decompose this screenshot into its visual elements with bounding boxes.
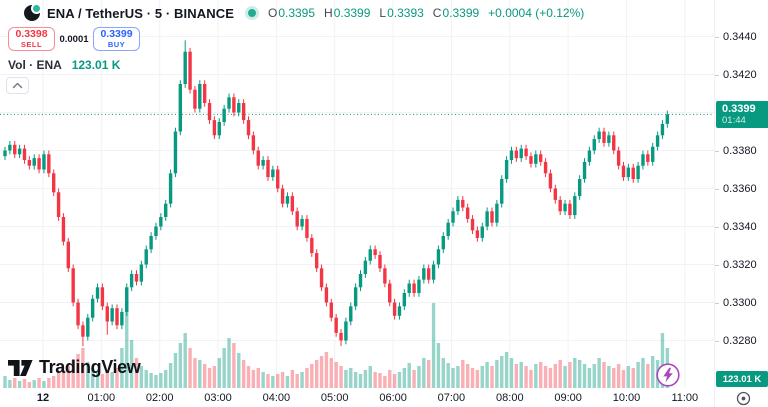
svg-text:02:00: 02:00 bbox=[146, 392, 174, 404]
low-label: L bbox=[379, 6, 387, 20]
sell-button[interactable]: 0.3398 SELL bbox=[8, 27, 55, 51]
price-tick-mark bbox=[715, 188, 719, 190]
candlestick-chart-canvas[interactable]: 12 01:00 02:00 03:00 04:00 05:00 06:00 07:00 08:… bbox=[0, 0, 714, 407]
svg-text:08:00: 08:00 bbox=[496, 392, 524, 404]
price-tick-label: 0.3340 bbox=[723, 220, 757, 233]
high-label: H bbox=[324, 6, 333, 20]
close-label: C bbox=[432, 6, 442, 20]
svg-text:07:00: 07:00 bbox=[438, 392, 466, 404]
svg-text:11:00: 11:00 bbox=[671, 392, 698, 404]
price-axis[interactable]: 0.3440 0.3420 0.3380 0.3360 0.3340 0.3320 0.33… bbox=[714, 0, 768, 407]
svg-text:01:00: 01:00 bbox=[88, 392, 116, 404]
change-value: +0.0004 (+0.12%) bbox=[488, 6, 585, 20]
tradingview-watermark[interactable]: TradingView bbox=[7, 357, 141, 378]
spread-value: 0.0001 bbox=[59, 33, 89, 45]
tradingview-logo-icon bbox=[8, 360, 33, 376]
price-tick-mark bbox=[715, 226, 719, 228]
price-tick-mark bbox=[715, 36, 719, 38]
price-tick-mark bbox=[715, 74, 719, 76]
low-value: 0.3393 bbox=[387, 6, 424, 20]
price-tick-mark bbox=[715, 150, 719, 152]
price-tick-mark bbox=[715, 264, 719, 266]
buy-button[interactable]: 0.3399 BUY bbox=[93, 27, 140, 51]
trade-panel: 0.3398 SELL 0.0001 0.3399 BUY bbox=[8, 27, 140, 51]
chevron-up-icon bbox=[12, 82, 23, 89]
collapse-legend-button[interactable] bbox=[6, 77, 29, 94]
volume-study-value: 123.01 K bbox=[71, 58, 121, 72]
price-tick-label: 0.3320 bbox=[723, 258, 757, 271]
sell-label: SELL bbox=[20, 40, 43, 49]
svg-text:06:00: 06:00 bbox=[379, 392, 407, 404]
tradingview-wordmark: TradingView bbox=[39, 357, 141, 377]
svg-text:05:00: 05:00 bbox=[321, 392, 349, 404]
buy-label: BUY bbox=[107, 40, 126, 49]
svg-text:12: 12 bbox=[37, 392, 49, 404]
axis-settings-gear-icon[interactable] bbox=[735, 390, 752, 407]
price-tick-label: 0.3280 bbox=[723, 334, 757, 347]
open-label: O bbox=[267, 6, 278, 20]
price-tick-mark bbox=[715, 302, 719, 304]
volume-study-label[interactable]: Vol · ENA bbox=[8, 58, 62, 72]
sell-price: 0.3398 bbox=[15, 28, 48, 40]
buy-price: 0.3399 bbox=[100, 28, 133, 40]
symbol-title[interactable]: ENA / TetherUS · 5 · BINANCE bbox=[47, 5, 234, 21]
volume-badge: 123.01 K bbox=[716, 371, 768, 387]
high-value: 0.3399 bbox=[333, 6, 371, 20]
close-value: 0.3399 bbox=[442, 6, 480, 20]
market-status-dot-icon[interactable] bbox=[247, 9, 256, 17]
price-tick-label: 0.3300 bbox=[723, 296, 757, 309]
svg-text:10:00: 10:00 bbox=[613, 392, 641, 404]
bar-countdown: 01:44 bbox=[722, 114, 746, 126]
ena-coin-logo-icon bbox=[24, 3, 42, 21]
open-value: 0.3395 bbox=[278, 6, 316, 20]
svg-text:04:00: 04:00 bbox=[263, 392, 291, 404]
current-price-value: 0.3399 bbox=[722, 102, 756, 115]
volume-study-row: Vol · ENA 123.01 K bbox=[8, 58, 120, 72]
quick-trade-lightning-icon[interactable] bbox=[655, 362, 681, 388]
svg-text:09:00: 09:00 bbox=[554, 392, 582, 404]
price-tick-label: 0.3420 bbox=[723, 68, 757, 81]
chart-legend: ENA / TetherUS · 5 · BINANCE O 0.3395 H 0.… bbox=[24, 3, 584, 22]
current-price-badge: 0.3399 01:44 bbox=[716, 100, 768, 128]
price-tick-mark bbox=[715, 340, 719, 342]
price-tick-label: 0.3380 bbox=[723, 144, 757, 157]
ohlc-readout: O 0.3395 H 0.3399 L 0.3393 C 0.3399 +0.0004 … bbox=[268, 6, 584, 20]
price-tick-label: 0.3360 bbox=[723, 182, 757, 195]
svg-text:03:00: 03:00 bbox=[204, 392, 232, 404]
price-tick-label: 0.3440 bbox=[723, 30, 757, 43]
